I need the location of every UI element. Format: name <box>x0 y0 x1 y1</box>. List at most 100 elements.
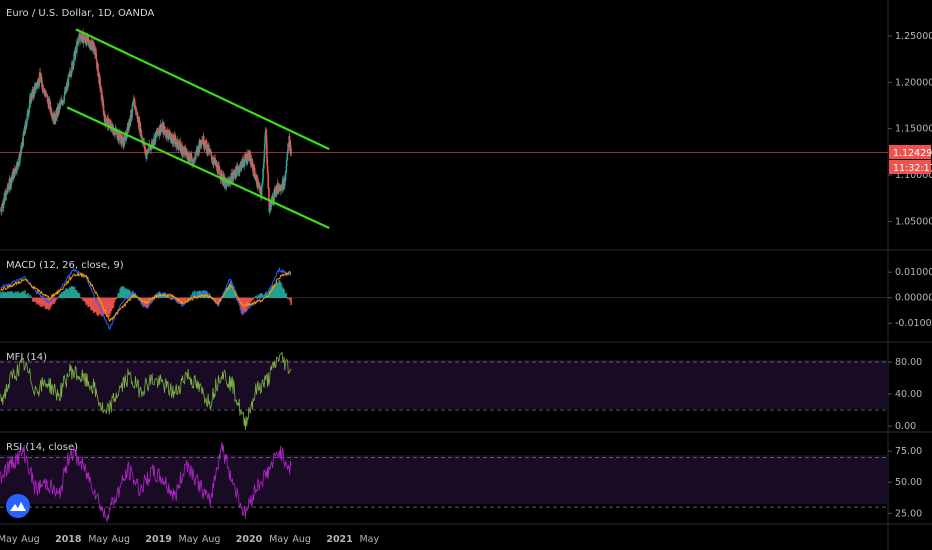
candle-body <box>7 184 9 189</box>
candle-body <box>178 145 181 147</box>
candle-body <box>111 127 113 132</box>
candle-body <box>91 47 93 51</box>
candle-body <box>221 173 223 181</box>
mfi-tick-label: 80.00 <box>895 357 922 368</box>
macd-tick-label: 0.00000 <box>895 293 932 304</box>
macd-histogram-bar <box>249 297 252 303</box>
tradingview-logo[interactable] <box>6 494 30 518</box>
macd-histogram-bar <box>9 291 12 299</box>
candle-body <box>200 144 203 145</box>
macd-histogram-bar <box>161 295 163 299</box>
macd-histogram-bar <box>119 288 122 299</box>
candle-body <box>19 158 21 164</box>
macd-histogram-bar <box>281 286 284 299</box>
macd-histogram-bar <box>111 297 114 309</box>
candle-body <box>99 78 101 89</box>
candle-body <box>46 93 48 95</box>
candle-body <box>6 191 9 193</box>
macd-histogram-bar <box>213 297 216 300</box>
candle-body <box>124 133 127 141</box>
rsi-title[interactable]: RSI (14, close) <box>6 442 78 453</box>
macd-signal-line <box>0 270 292 322</box>
candle-body <box>93 47 96 52</box>
macd-histogram-bar <box>61 292 64 299</box>
candle-body <box>16 162 18 172</box>
candle-body <box>61 99 63 103</box>
candle-body <box>44 92 47 97</box>
candle-body <box>41 80 43 87</box>
candle-body <box>135 107 138 114</box>
candle-body <box>160 127 163 132</box>
candle-body <box>262 169 264 181</box>
candle-body <box>84 36 87 39</box>
time-scale[interactable]: May Aug 2018 May Aug 2019 May Aug 2020 May Aug 2021… <box>0 534 379 545</box>
macd-histogram-bar <box>207 295 210 299</box>
candle-body <box>166 130 169 135</box>
candle-body <box>244 155 247 159</box>
candle-body <box>220 170 223 174</box>
macd-histogram-bar <box>186 297 189 300</box>
macd-histogram-bar <box>271 285 274 299</box>
candle-body <box>95 53 98 60</box>
macd-histogram-bar <box>0 293 3 299</box>
mfi-band-fill <box>0 360 888 409</box>
candle-body <box>266 165 269 173</box>
macd-histogram-bar <box>18 293 21 299</box>
time-tick-label: May <box>88 534 108 545</box>
macd-histogram-bar <box>58 296 60 299</box>
macd-histogram-bar <box>215 297 218 302</box>
candle-body <box>268 207 271 212</box>
macd-title[interactable]: MACD (12, 26, close, 9) <box>6 260 124 271</box>
candle-body <box>248 158 251 160</box>
candle-body <box>86 35 89 37</box>
lower-channel-line[interactable] <box>66 106 330 229</box>
candle-body <box>3 203 5 206</box>
macd-histogram-bar <box>56 297 58 300</box>
candle-body <box>236 165 239 168</box>
candle-body <box>114 130 117 132</box>
price-scales[interactable]: 1.25000 1.20000 1.15000 1.10000 1.05000 0.010… <box>888 31 932 519</box>
macd-histogram-bar <box>282 288 285 299</box>
candle-body <box>111 124 114 128</box>
channel-trendlines[interactable] <box>66 28 330 229</box>
macd-histogram-bar <box>78 293 81 299</box>
macd-histogram-bar <box>266 292 269 299</box>
macd-histogram-bar <box>103 297 106 314</box>
macd-histogram-bar <box>203 290 206 299</box>
macd-histogram-bar <box>112 297 115 308</box>
time-tick-label: 2019 <box>145 534 171 545</box>
macd-histogram-bar <box>274 284 277 299</box>
macd-histogram-bar <box>283 289 286 299</box>
candle-body <box>187 152 189 161</box>
macd-histogram-bar <box>87 297 90 308</box>
macd-histogram-bar <box>53 297 56 304</box>
candle-body <box>261 183 263 187</box>
candle-body <box>69 71 72 74</box>
macd-histogram-bar <box>225 288 227 299</box>
macd-histogram-bar <box>247 297 250 306</box>
rsi-tick-label: 50.00 <box>895 477 922 488</box>
upper-channel-line[interactable] <box>75 28 330 151</box>
candle-body <box>156 127 159 133</box>
macd-histogram-bar <box>48 297 51 311</box>
candle-body <box>66 83 68 90</box>
macd-histogram-bar <box>104 297 107 314</box>
candle-body <box>130 116 133 118</box>
macd-histogram-bar <box>106 297 109 317</box>
candle-body <box>204 143 207 149</box>
symbol-title[interactable]: Euro / U.S. Dollar, 1D, OANDA <box>6 8 155 19</box>
candle-body <box>97 63 99 76</box>
macd-histogram-bar <box>288 297 291 299</box>
candle-body <box>90 42 92 43</box>
macd-histogram-bar <box>94 297 96 313</box>
macd-histogram-bar <box>65 289 68 299</box>
mfi-title[interactable]: MFI (14) <box>6 352 47 363</box>
candle-body <box>140 129 142 135</box>
macd-histogram-bar <box>70 285 73 299</box>
macd-histogram-bar <box>28 297 30 299</box>
macd-histogram-bar <box>26 295 28 299</box>
macd-histogram-bar <box>36 297 39 303</box>
candle-body <box>94 52 97 55</box>
candle-body <box>259 185 262 189</box>
